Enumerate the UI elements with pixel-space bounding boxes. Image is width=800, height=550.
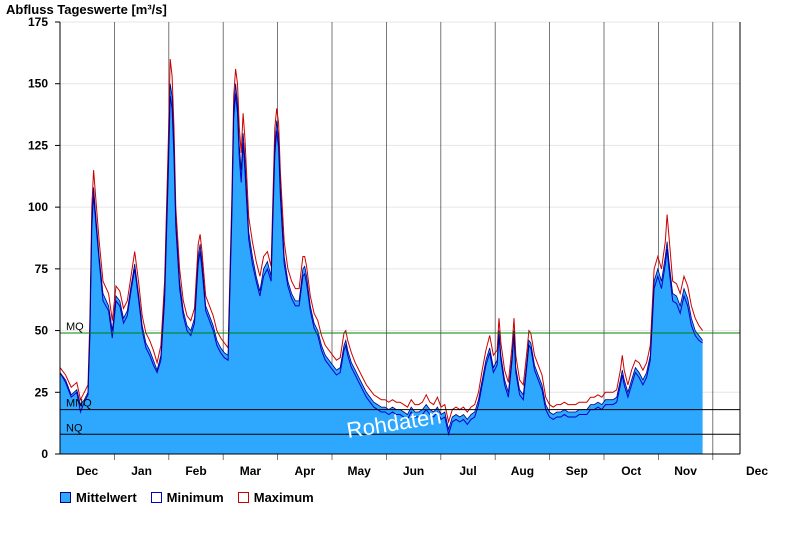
legend-label-mittelwert: Mittelwert [76,490,137,505]
x-tick-label: Aug [511,464,534,478]
legend-label-minimum: Minimum [166,490,224,505]
series-areas [59,58,704,454]
x-tick-label: Sep [566,464,588,478]
y-tick-label: 175 [28,15,48,29]
x-tick-label: Dec [746,464,768,478]
series-line-maximum [59,58,704,424]
reference-line-label: MNQ [66,398,92,410]
legend-swatch-minimum [150,492,162,503]
legend: Mittelwert Minimum Maximum [60,490,314,505]
x-tick-label: Jan [131,464,152,478]
legend-swatch-mittelwert [60,492,71,503]
x-tick-label: May [348,464,372,478]
x-tick-label: Apr [294,464,315,478]
legend-item-mittelwert[interactable]: Mittelwert [60,490,137,505]
y-tick-label: 25 [35,385,49,399]
y-tick-label: 100 [28,200,48,214]
series-line-mittelwert [59,83,703,431]
y-tick-label: 0 [41,447,48,461]
chart-title: Abfluss Tageswerte [m³/s] [6,2,167,17]
x-tick-label: Dec [76,464,98,478]
x-tick-label: Mar [240,464,262,478]
y-tick-label: 150 [28,77,48,91]
reference-lines: MQ MNQ NQ [60,321,740,435]
legend-swatch-maximum [237,492,249,503]
legend-label-maximum: Maximum [253,490,314,505]
x-tick-label: Nov [674,464,697,478]
y-tick-label: 125 [28,138,48,152]
x-tick-label: Oct [621,464,641,478]
y-tick-label: 75 [35,262,49,276]
x-tick-label: Feb [185,464,206,478]
x-tick-label: Jun [403,464,424,478]
x-tick-label: Jul [459,464,476,478]
reference-line-label: NQ [66,422,83,434]
series-area-mittelwert [60,83,703,454]
y-tick-label: 50 [35,324,49,338]
legend-item-minimum[interactable]: Minimum [150,490,224,505]
axes: 0 25 50 75 100 125 150 175 Dec Jan Feb Mar Apr May Jun… [28,15,768,478]
reference-line-label: MQ [66,321,84,333]
legend-item-maximum[interactable]: Maximum [237,490,314,505]
